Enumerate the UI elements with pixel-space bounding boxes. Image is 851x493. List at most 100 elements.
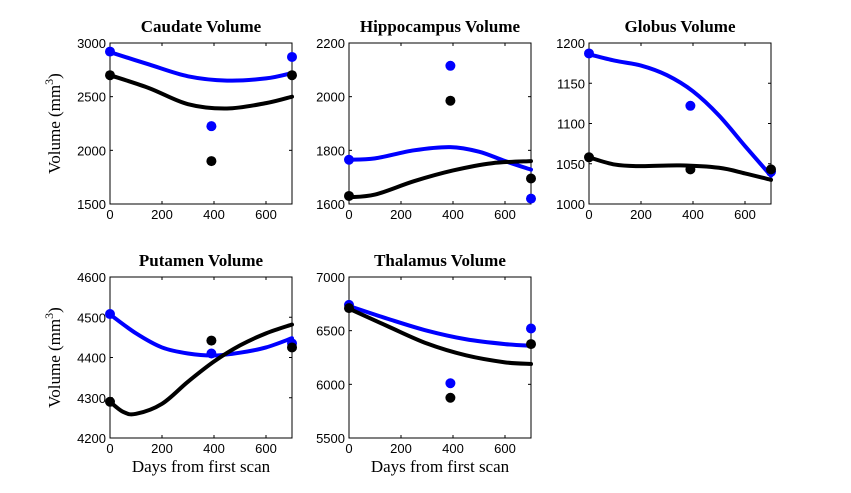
y-tick-label: 1150 xyxy=(557,76,585,91)
chart-title: Hippocampus Volume xyxy=(360,17,521,36)
x-tick-label: 0 xyxy=(345,207,352,222)
axes-box xyxy=(109,42,293,205)
y-tick-label: 2200 xyxy=(316,36,345,51)
x-tick-label: 400 xyxy=(682,207,704,222)
data-point-blue xyxy=(584,48,594,59)
x-tick-label: 200 xyxy=(390,441,412,456)
fit-curve-blue xyxy=(108,312,294,358)
y-tick-label: 1050 xyxy=(556,157,585,172)
y-axis-label: Volume (mm3) xyxy=(42,307,64,408)
axes-box xyxy=(348,276,532,439)
data-point-blue xyxy=(206,121,217,132)
y-tick-label: 2000 xyxy=(316,90,345,105)
data-point-black xyxy=(287,342,297,353)
data-point-blue xyxy=(526,323,536,334)
y-axis-label-text: Volume (mm xyxy=(45,319,64,408)
y-axis-label-text: Volume (mm xyxy=(45,85,64,174)
x-tick-label: 400 xyxy=(442,441,464,456)
subplot-putamen-volume: Putamen Volume 0 200 400 600 4200 4300 4400 4500… xyxy=(42,251,297,476)
x-tick-label: 600 xyxy=(734,207,756,222)
y-tick-label: 1200 xyxy=(556,36,585,51)
data-point-blue xyxy=(344,154,354,165)
data-point-black xyxy=(766,164,776,175)
x-tick-label: 600 xyxy=(494,441,516,456)
data-point-blue xyxy=(206,348,217,359)
y-tick-label: 6500 xyxy=(316,324,345,339)
y-tick-label: 4600 xyxy=(77,270,106,285)
x-axis-label: Days from first scan xyxy=(371,457,510,476)
x-tick-label: 400 xyxy=(442,207,464,222)
y-axis-label: Volume (mm3) xyxy=(42,73,64,174)
data-point-black xyxy=(206,335,217,346)
x-tick-label: 0 xyxy=(585,207,592,222)
y-tick-label: 1600 xyxy=(316,197,345,212)
y-axis-label-close: ) xyxy=(45,307,64,313)
x-tick-label: 200 xyxy=(630,207,652,222)
y-axis-label-superscript: 3 xyxy=(42,79,56,85)
y-tick-label: 3000 xyxy=(77,36,106,51)
data-point-black xyxy=(344,190,354,201)
y-tick-label: 7000 xyxy=(316,270,345,285)
fit-curve-black xyxy=(347,306,533,366)
y-tick-label: 5500 xyxy=(316,431,345,446)
subplot-thalamus-volume: Thalamus Volume 0 200 400 600 5500 6000 6500 700… xyxy=(316,251,536,476)
fit-curve-black xyxy=(108,73,294,111)
data-point-blue xyxy=(287,51,297,62)
y-tick-label: 1800 xyxy=(316,143,345,158)
subplot-globus-volume: Globus Volume 0 200 400 600 1000 1050 1100 1150 1… xyxy=(556,17,776,222)
data-point-blue xyxy=(445,378,456,389)
data-point-black xyxy=(206,156,217,167)
x-tick-label: 600 xyxy=(494,207,516,222)
y-axis-label-superscript: 3 xyxy=(42,313,56,319)
x-axis-label: Days from first scan xyxy=(132,457,271,476)
data-point-blue xyxy=(685,100,696,111)
data-point-black xyxy=(287,70,297,81)
y-tick-label: 2000 xyxy=(77,143,106,158)
axes-box xyxy=(588,42,772,205)
data-point-black xyxy=(445,392,456,403)
x-tick-label: 400 xyxy=(203,441,225,456)
x-tick-label: 200 xyxy=(151,441,173,456)
data-point-blue xyxy=(526,193,536,204)
x-tick-label: 600 xyxy=(255,207,277,222)
y-tick-label: 4400 xyxy=(77,351,106,366)
data-point-black xyxy=(526,339,536,350)
data-point-black xyxy=(344,303,354,314)
data-point-black xyxy=(105,70,115,81)
y-tick-label: 6000 xyxy=(316,377,345,392)
data-point-blue xyxy=(445,60,456,71)
x-tick-label: 400 xyxy=(203,207,225,222)
x-tick-label: 200 xyxy=(390,207,412,222)
data-point-black xyxy=(445,95,456,106)
y-tick-label: 4300 xyxy=(77,391,106,406)
fit-curve-blue xyxy=(108,50,294,83)
axes-box xyxy=(348,42,532,205)
x-tick-label: 0 xyxy=(106,441,113,456)
fit-curve-black xyxy=(347,159,533,200)
y-tick-label: 2500 xyxy=(77,90,106,105)
data-point-black xyxy=(685,164,696,175)
data-point-black xyxy=(584,152,594,163)
chart-title: Caudate Volume xyxy=(141,17,262,36)
chart-title: Putamen Volume xyxy=(139,251,264,270)
fit-curve-blue xyxy=(587,52,773,178)
fit-curve-black xyxy=(108,322,294,417)
fit-curve-black xyxy=(587,155,773,182)
y-tick-label: 1100 xyxy=(557,117,585,132)
data-point-black xyxy=(526,173,536,184)
y-tick-label: 4500 xyxy=(77,310,106,325)
chart-title: Thalamus Volume xyxy=(374,251,506,270)
data-point-blue xyxy=(105,309,115,320)
y-tick-label: 1000 xyxy=(556,197,585,212)
fit-curve-blue xyxy=(347,303,533,348)
y-tick-label: 4200 xyxy=(77,431,106,446)
y-axis-label-close: ) xyxy=(45,73,64,79)
data-point-black xyxy=(105,396,115,407)
subplot-hippocampus-volume: Hippocampus Volume 0 200 400 600 1600 1800 2000… xyxy=(316,17,536,222)
x-tick-label: 0 xyxy=(106,207,113,222)
x-tick-label: 200 xyxy=(151,207,173,222)
y-tick-label: 1500 xyxy=(77,197,106,212)
subplot-caudate-volume: Caudate Volume 0 200 400 600 1500 2000 2500 3000… xyxy=(42,17,297,222)
data-point-blue xyxy=(105,46,115,57)
